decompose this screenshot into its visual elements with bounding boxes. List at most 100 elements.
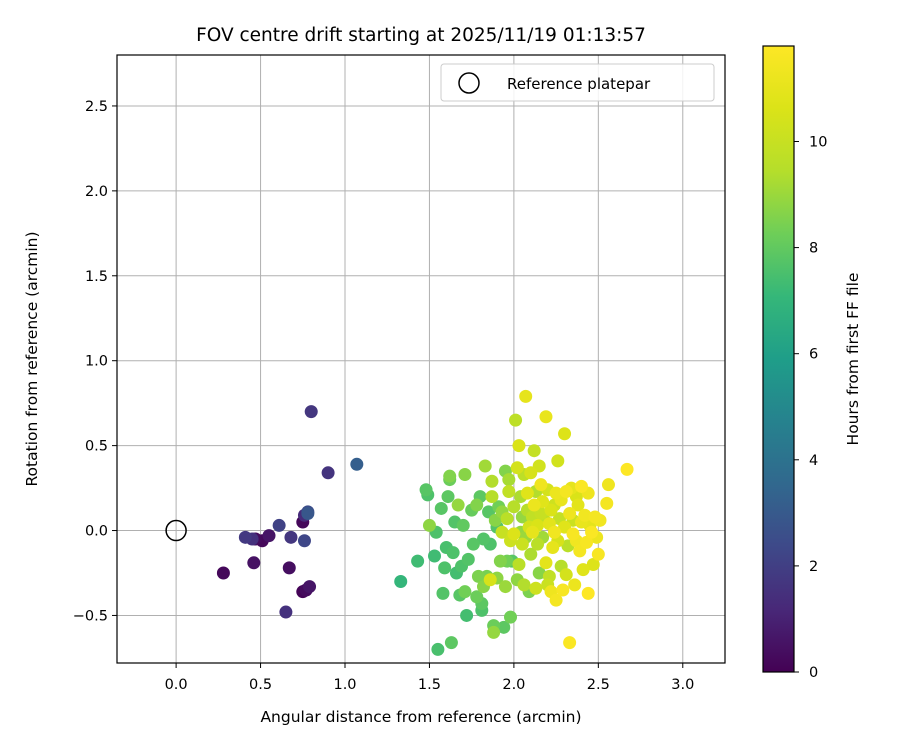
- scatter-point: [456, 518, 470, 532]
- scatter-point: [527, 444, 541, 458]
- scatter-point: [476, 532, 490, 546]
- scatter-point: [525, 525, 539, 539]
- scatter-point: [279, 605, 293, 619]
- scatter-point: [504, 610, 518, 624]
- scatter-point: [470, 498, 484, 512]
- x-tick-label: 0.0: [165, 677, 188, 693]
- scatter-point: [434, 501, 448, 515]
- scatter-point: [441, 490, 455, 504]
- scatter-point: [507, 500, 521, 514]
- scatter-point: [519, 389, 533, 403]
- scatter-point: [551, 454, 565, 468]
- colorbar-tick-label: 10: [809, 134, 827, 150]
- plot-frame: [116, 54, 726, 664]
- colorbar-ticks: 0 2 4 6 8 10: [794, 134, 827, 681]
- scatter-point: [529, 581, 543, 595]
- scatter-point: [428, 549, 442, 563]
- x-tick-label: 2.0: [502, 677, 525, 693]
- x-tick-label: 1.5: [418, 677, 441, 693]
- scatter-point: [262, 529, 276, 543]
- x-axis-label: Angular distance from reference (arcmin): [260, 708, 581, 726]
- scatter-point: [559, 484, 573, 498]
- colorbar-gradient: [762, 45, 795, 673]
- scatter-point: [568, 578, 582, 592]
- scatter-point: [532, 566, 546, 580]
- scatter-point: [556, 583, 570, 597]
- scatter-point: [282, 561, 296, 575]
- scatter-point: [301, 507, 315, 521]
- scatter-point: [500, 512, 514, 526]
- scatter-point: [539, 556, 553, 570]
- scatter-point: [576, 563, 590, 577]
- scatter-point: [566, 527, 580, 541]
- scatter-point: [272, 518, 286, 532]
- legend-marker-reference: [458, 72, 480, 94]
- scatter-point: [581, 586, 595, 600]
- x-tick-label: 0.5: [249, 677, 272, 693]
- scatter-point: [446, 546, 460, 560]
- scatter-point: [478, 459, 492, 473]
- colorbar-tick-label: 0: [809, 665, 818, 681]
- colorbar-tick-label: 6: [809, 347, 818, 363]
- colorbar-label: Hours from first FF file: [844, 273, 862, 446]
- scatter-point: [238, 530, 252, 544]
- scatter-point: [549, 593, 563, 607]
- scatter-point: [515, 537, 529, 551]
- colorbar: 0 2 4 6 8 10 Hours from first FF file: [762, 45, 862, 681]
- scatter-point: [585, 525, 599, 539]
- colorbar-tick-label: 2: [809, 559, 818, 575]
- scatter-point: [524, 547, 538, 561]
- scatter-point: [547, 525, 561, 539]
- scatter-point: [438, 561, 452, 575]
- colorbar-tick-label: 4: [809, 453, 818, 469]
- scatter-point: [531, 537, 545, 551]
- scatter-point: [588, 510, 602, 524]
- scatter-point: [527, 498, 541, 512]
- x-tick-label: 2.5: [587, 677, 610, 693]
- scatter-point: [509, 413, 523, 427]
- scatter-point: [411, 554, 425, 568]
- scatter-point: [483, 573, 497, 587]
- scatter-point: [502, 473, 516, 487]
- scatter-point: [303, 580, 317, 594]
- scatter-point: [394, 574, 408, 588]
- scatter-point: [466, 537, 480, 551]
- scatter-point: [512, 439, 526, 453]
- scatter-point: [443, 469, 457, 483]
- scatter-point: [485, 490, 499, 504]
- scatter-point: [544, 503, 558, 517]
- scatter-point: [534, 478, 548, 492]
- grid: [117, 55, 725, 663]
- x-axis-ticks: 0.0 0.5 1.0 1.5 2.0 2.5 3.0: [165, 663, 694, 693]
- scatter-point: [451, 498, 465, 512]
- scatter-point: [497, 620, 511, 634]
- scatter-point: [502, 484, 516, 498]
- scatter-points: [216, 389, 634, 656]
- scatter-point: [574, 479, 588, 493]
- scatter-point: [586, 557, 600, 571]
- y-tick-label: −0.5: [73, 608, 108, 624]
- scatter-point: [458, 585, 472, 599]
- y-tick-label: 2.5: [85, 99, 108, 115]
- scatter-point: [444, 636, 458, 650]
- scatter-point: [524, 466, 538, 480]
- chart-title: FOV centre drift starting at 2025/11/19 …: [196, 25, 646, 46]
- scatter-point: [620, 462, 634, 476]
- scatter-point: [470, 590, 484, 604]
- y-tick-label: 0.5: [85, 439, 108, 455]
- scatter-point: [571, 498, 585, 512]
- scatter-point: [419, 483, 433, 497]
- scatter-point: [510, 461, 524, 475]
- scatter-point: [559, 568, 573, 582]
- scatter-point: [284, 530, 298, 544]
- x-tick-label: 3.0: [671, 677, 694, 693]
- scatter-point: [591, 547, 605, 561]
- scatter-point: [493, 554, 507, 568]
- scatter-point: [247, 556, 261, 570]
- scatter-point: [304, 405, 318, 419]
- scatter-point: [498, 580, 512, 594]
- scatter-point: [520, 486, 534, 500]
- scatter-point: [321, 466, 335, 480]
